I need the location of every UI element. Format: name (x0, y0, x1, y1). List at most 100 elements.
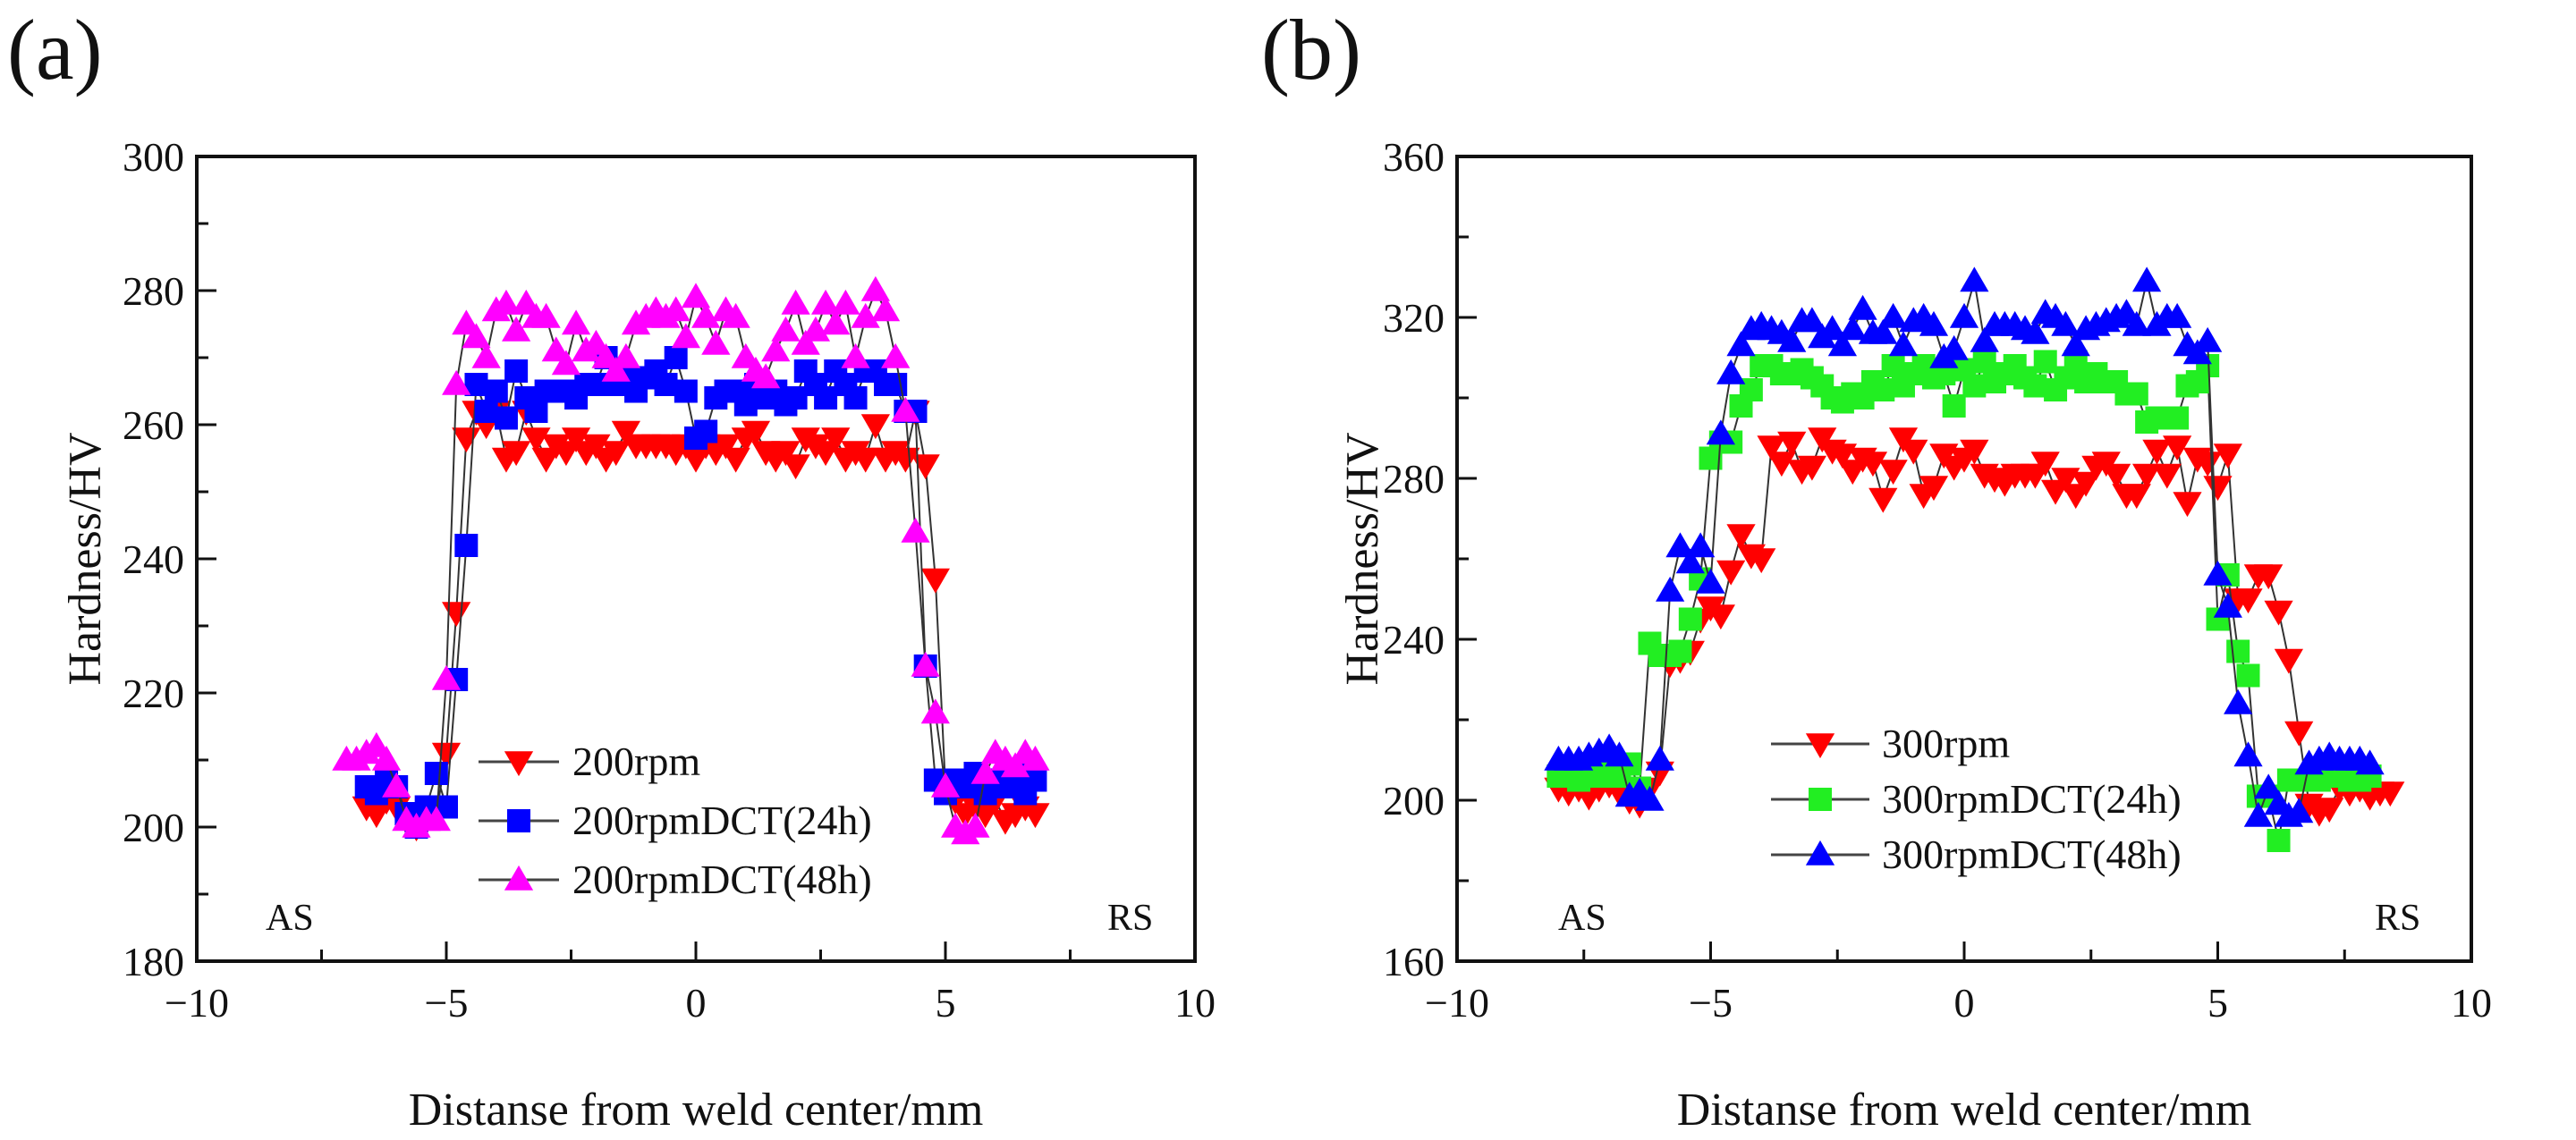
series-line (346, 288, 1036, 835)
data-point (1838, 315, 1868, 341)
data-point (611, 420, 640, 446)
data-point (2213, 443, 2242, 469)
data-point (2152, 463, 2182, 489)
data-point (2132, 266, 2162, 292)
data-point (771, 441, 801, 467)
data-point (1868, 487, 1898, 513)
data-point (371, 745, 402, 771)
data-point (421, 806, 451, 832)
x-tick-label: −5 (425, 980, 469, 1026)
data-point (611, 342, 640, 368)
data-point (1919, 310, 1949, 336)
data-point (452, 427, 481, 453)
data-point (1878, 460, 1908, 486)
annotation-as: AS (266, 898, 314, 939)
chart-panel-b: (b) Hardness/HV Distanse from weld cente… (1261, 2, 2492, 1136)
axes: −10 −5 0 5 10 180 200 220 240 260 280 300 (123, 134, 1216, 1026)
legend-label: 300rpmDCT(48h) (1882, 832, 2182, 877)
legend-label: 300rpmDCT(24h) (1882, 776, 2182, 822)
data-point (1972, 350, 1996, 374)
axes: −10 −5 0 5 10 160 200 240 280 320 360 (1383, 134, 2492, 1026)
data-point (2376, 781, 2405, 807)
data-point (791, 329, 820, 355)
data-point (930, 772, 961, 798)
data-point (1949, 302, 1979, 328)
data-point (431, 742, 462, 768)
data-point (2124, 382, 2148, 406)
data-point (2101, 463, 2131, 489)
annotation-rs: RS (1107, 898, 1153, 939)
data-point (1716, 359, 1746, 384)
data-point (1706, 419, 1735, 445)
legend-label: 200rpmDCT(24h) (572, 798, 872, 843)
data-point (2071, 471, 2101, 497)
data-point (502, 441, 531, 467)
data-point (1605, 741, 1634, 767)
data-point (1919, 476, 1949, 502)
data-point (454, 534, 479, 557)
data-point (2284, 721, 2314, 747)
data-point (851, 302, 880, 328)
data-point (2173, 492, 2202, 518)
data-point (831, 289, 860, 315)
data-point (1726, 331, 1756, 357)
data-point (1678, 607, 1702, 631)
data-point (1797, 307, 1827, 333)
series-200rpmdct-48h- (332, 275, 1050, 845)
data-point (382, 772, 411, 798)
legend: 300rpm 300rpmDCT(24h) 300rpmDCT(48h) (1771, 721, 2182, 877)
data-point (2254, 564, 2284, 590)
data-point (2051, 310, 2080, 336)
y-tick-label: 280 (123, 268, 184, 314)
data-point (814, 386, 838, 410)
y-tick-label: 240 (123, 536, 184, 582)
data-point (2165, 406, 2190, 430)
data-point (884, 373, 908, 396)
data-point (521, 427, 551, 453)
data-point (741, 420, 771, 446)
data-point (2122, 484, 2151, 510)
data-point (1668, 639, 1692, 663)
data-point (2224, 688, 2253, 714)
x-tick-label: −5 (1689, 980, 1733, 1026)
data-point (531, 302, 561, 328)
data-point (1777, 326, 1807, 352)
data-point (2267, 829, 2291, 852)
x-tick-label: 0 (1954, 980, 1975, 1026)
data-point (694, 419, 718, 443)
data-point (2193, 452, 2223, 477)
data-point (484, 379, 508, 403)
legend-label: 200rpm (572, 739, 700, 784)
data-point (524, 400, 548, 423)
data-point (1001, 752, 1030, 778)
data-point (581, 434, 611, 460)
data-point (471, 342, 501, 368)
y-axis-title: Hardness/HV (1337, 432, 1388, 685)
data-point (961, 812, 990, 838)
y-tick-label: 200 (123, 805, 184, 850)
data-point (584, 373, 608, 396)
data-point (1858, 452, 1888, 477)
data-point (781, 454, 810, 480)
x-tick-label: −10 (165, 980, 229, 1026)
data-point (551, 350, 581, 376)
data-point (561, 427, 591, 453)
data-point (502, 316, 531, 342)
data-point (1962, 374, 1987, 398)
y-tick-label: 300 (123, 134, 184, 180)
data-point (661, 296, 691, 322)
data-point (721, 302, 750, 328)
data-point (442, 602, 471, 628)
data-point (901, 517, 930, 543)
data-point (1747, 548, 1776, 574)
data-point (691, 302, 721, 328)
legend-marker (504, 751, 534, 777)
y-tick-label: 360 (1383, 134, 1445, 180)
data-point (1675, 548, 1705, 574)
data-point (1888, 331, 1919, 357)
data-point (911, 454, 940, 480)
data-point (1021, 745, 1050, 771)
data-point (1871, 378, 1895, 401)
data-point (1706, 604, 1735, 630)
panel-label: (b) (1261, 2, 1361, 97)
